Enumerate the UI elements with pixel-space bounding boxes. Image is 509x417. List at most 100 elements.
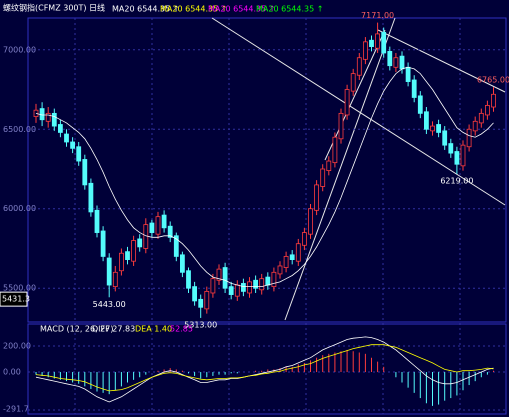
macd-tick-label: -291.7	[3, 405, 29, 414]
candle-body	[308, 208, 313, 235]
vertical-grid	[74, 18, 461, 414]
candle-body	[234, 284, 240, 297]
macd-frame	[27, 323, 507, 415]
price-annotation: 7171.00	[361, 11, 394, 20]
candle-body	[295, 243, 301, 262]
legend-entry: MA20 6544.35 ↑	[112, 5, 179, 14]
cursor-label: 5431.3	[2, 295, 30, 304]
candle-body	[393, 57, 399, 68]
macd-value-label: 52.85	[170, 325, 193, 334]
candle-body	[259, 278, 265, 291]
candle-body	[405, 66, 411, 82]
candle-body	[484, 105, 490, 116]
candle-body	[161, 214, 167, 229]
candle-body	[442, 130, 448, 146]
candle-body	[82, 159, 88, 186]
candle-body	[222, 267, 228, 289]
y-tick-label: 7000.00	[3, 45, 36, 54]
candle-body	[253, 279, 259, 289]
candle-body	[167, 225, 173, 238]
cursor-box	[0, 291, 28, 307]
macd-title: MACD (12, 26, 27)	[40, 325, 113, 334]
candle-body	[338, 112, 344, 140]
candle-body	[51, 112, 57, 127]
candle-body	[399, 55, 405, 70]
candle-body	[106, 257, 112, 286]
candle-body	[70, 141, 75, 149]
macd-tick-label: 0.00	[3, 368, 21, 377]
candle-body	[240, 283, 246, 292]
candle-body	[375, 33, 381, 49]
price-annotation: 5313.00	[184, 320, 217, 329]
candle-body	[76, 146, 82, 162]
dea-line	[35, 344, 494, 392]
ma-line	[35, 66, 494, 287]
candle-body	[344, 89, 350, 116]
candle-body	[350, 73, 356, 92]
candle-body	[228, 286, 234, 295]
candle-body	[94, 209, 100, 233]
candle-body	[149, 222, 155, 233]
candle-body	[387, 50, 393, 67]
candle-body	[411, 79, 417, 98]
candle-body	[33, 109, 39, 117]
chart-title: 螺纹钢指(CFMZ 300T) 日线	[3, 3, 105, 13]
candle-body	[125, 251, 130, 261]
candle-body	[137, 238, 143, 248]
candle-body	[314, 184, 320, 211]
candle-body	[204, 290, 210, 310]
candle-body	[198, 298, 204, 308]
macd-diff-label: DIFF 27.83	[92, 325, 135, 334]
candle-body	[454, 151, 460, 165]
candle-body	[265, 276, 271, 286]
legend-entry: MA20 6544.35 ↑	[256, 5, 323, 14]
candle-body	[192, 286, 198, 302]
candle-body	[39, 108, 45, 121]
candle-body	[478, 112, 484, 124]
legend-entry: MA20 6544.35 ↑	[208, 5, 275, 14]
candle-body	[423, 111, 429, 130]
candle-body	[131, 240, 137, 262]
price-annotation: 6765.00	[477, 76, 509, 85]
candle-body	[448, 143, 454, 154]
candle-body	[173, 235, 179, 257]
y-tick-label: 6500.00	[3, 125, 36, 134]
diff-line	[35, 336, 494, 403]
candle-body	[112, 271, 118, 288]
candle-body	[247, 281, 252, 294]
y-tick-label: 6000.00	[3, 204, 36, 213]
candle-body	[466, 128, 472, 148]
candle-body	[179, 254, 185, 273]
price-annotation: 5443.00	[93, 300, 126, 309]
candle-body	[369, 39, 374, 48]
candle-body	[210, 278, 216, 294]
candle-body	[356, 57, 362, 76]
candle-body	[216, 268, 222, 281]
candle-body	[436, 124, 442, 133]
candle-body	[301, 232, 307, 246]
candle-body	[430, 125, 435, 132]
candle-body	[320, 168, 326, 187]
candle-body	[472, 120, 478, 132]
candle-body	[155, 216, 161, 235]
candle-body	[289, 254, 295, 260]
candle-body	[381, 31, 387, 54]
macd-dea-label: DEA 1.40	[135, 325, 172, 334]
candle-body	[100, 230, 106, 257]
candle-body	[283, 256, 289, 268]
candle-body	[186, 270, 191, 289]
candle-body	[332, 136, 338, 164]
candle-body	[271, 271, 277, 288]
price-annotation: 6219.00	[440, 176, 473, 185]
legend-entry: MA20 6544.35 ↑	[160, 5, 227, 14]
candle-body	[119, 252, 124, 272]
y-tick-label: 5500.00	[3, 284, 36, 293]
candle-body	[64, 133, 69, 143]
candle-body	[45, 112, 51, 122]
candle-body	[326, 160, 332, 171]
candle-body	[417, 95, 423, 114]
candle-body	[88, 182, 94, 213]
candle-body	[460, 144, 466, 167]
candle-body	[58, 124, 63, 133]
